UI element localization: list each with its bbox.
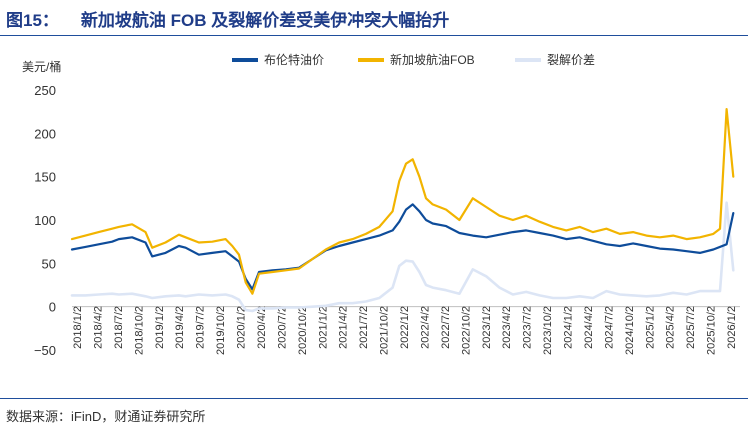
legend: 布伦特油价 新加坡航油FOB 裂解价差 (232, 52, 595, 67)
chart-title: 图15： 新加坡航油 FOB 及裂解价差受美伊冲突大幅抬升 (6, 6, 449, 31)
x-tick-label: 2020/1/2 (236, 306, 248, 349)
x-tick-label: 2026/1/2 (726, 306, 738, 349)
x-tick-label: 2018/1/2 (72, 306, 84, 349)
x-tick-label: 2021/7/2 (358, 306, 370, 349)
x-tick-label: 2025/10/2 (706, 306, 718, 355)
y-tick-label: 100 (34, 213, 56, 228)
x-tick-label: 2025/1/2 (644, 306, 656, 349)
x-tick-label: 2022/7/2 (440, 306, 452, 349)
x-tick-label: 2018/10/2 (133, 306, 145, 355)
figure-title: 新加坡航油 FOB 及裂解价差受美伊冲突大幅抬升 (80, 11, 450, 30)
x-tick-label: 2024/4/2 (583, 306, 595, 349)
x-tick-label: 2021/4/2 (338, 306, 350, 349)
y-tick-label: 0 (49, 300, 56, 315)
legend-label: 裂解价差 (547, 53, 595, 67)
legend-label: 布伦特油价 (264, 52, 324, 67)
x-tick-label: 2025/7/2 (685, 306, 697, 349)
x-tick-label: 2023/7/2 (522, 306, 534, 349)
y-axis-unit: 美元/桶 (22, 60, 62, 74)
series-line-3 (70, 201, 735, 313)
x-tick-label: 2018/7/2 (113, 306, 125, 349)
y-axis: 250 200 150 100 50 0 −50 (34, 83, 56, 358)
x-tick-label: 2018/4/2 (92, 306, 104, 349)
series-line-2 (70, 108, 735, 295)
x-tick-label: 2019/4/2 (174, 306, 186, 349)
y-tick-label: 250 (34, 83, 56, 98)
x-axis: 2018/1/2 2018/4/2 2018/7/2 2018/10/2 2019/1/… (72, 306, 738, 355)
y-tick-label: −50 (34, 343, 56, 358)
y-tick-label: 150 (34, 170, 56, 185)
series-line-1 (70, 203, 735, 291)
x-tick-label: 2022/1/2 (399, 306, 411, 349)
x-tick-label: 2023/1/2 (481, 306, 493, 349)
x-tick-label: 2023/10/2 (542, 306, 554, 355)
x-tick-label: 2020/7/2 (276, 306, 288, 349)
data-source: 数据来源：iFinD，财通证券研究所 (6, 409, 206, 424)
y-tick-label: 200 (34, 126, 56, 141)
top-rule (0, 35, 748, 36)
x-tick-label: 2022/4/2 (419, 306, 431, 349)
x-tick-label: 2020/10/2 (297, 306, 309, 355)
figure-number: 图15： (6, 11, 59, 30)
x-tick-label: 2022/10/2 (460, 306, 472, 355)
y-tick-label: 50 (42, 256, 56, 271)
x-tick-label: 2019/1/2 (154, 306, 166, 349)
x-tick-label: 2025/4/2 (665, 306, 677, 349)
x-tick-label: 2019/7/2 (195, 306, 207, 349)
x-tick-label: 2024/7/2 (603, 306, 615, 349)
bottom-rule (0, 398, 748, 399)
x-tick-label: 2021/10/2 (379, 306, 391, 355)
x-tick-label: 2019/10/2 (215, 306, 227, 355)
series-lines (70, 108, 735, 313)
x-tick-label: 2024/10/2 (624, 306, 636, 355)
x-tick-label: 2021/1/2 (317, 306, 329, 349)
x-tick-label: 2023/4/2 (501, 306, 513, 349)
legend-label: 新加坡航油FOB (390, 52, 475, 67)
x-tick-label: 2024/1/2 (563, 306, 575, 349)
x-tick-label: 2020/4/2 (256, 306, 268, 349)
